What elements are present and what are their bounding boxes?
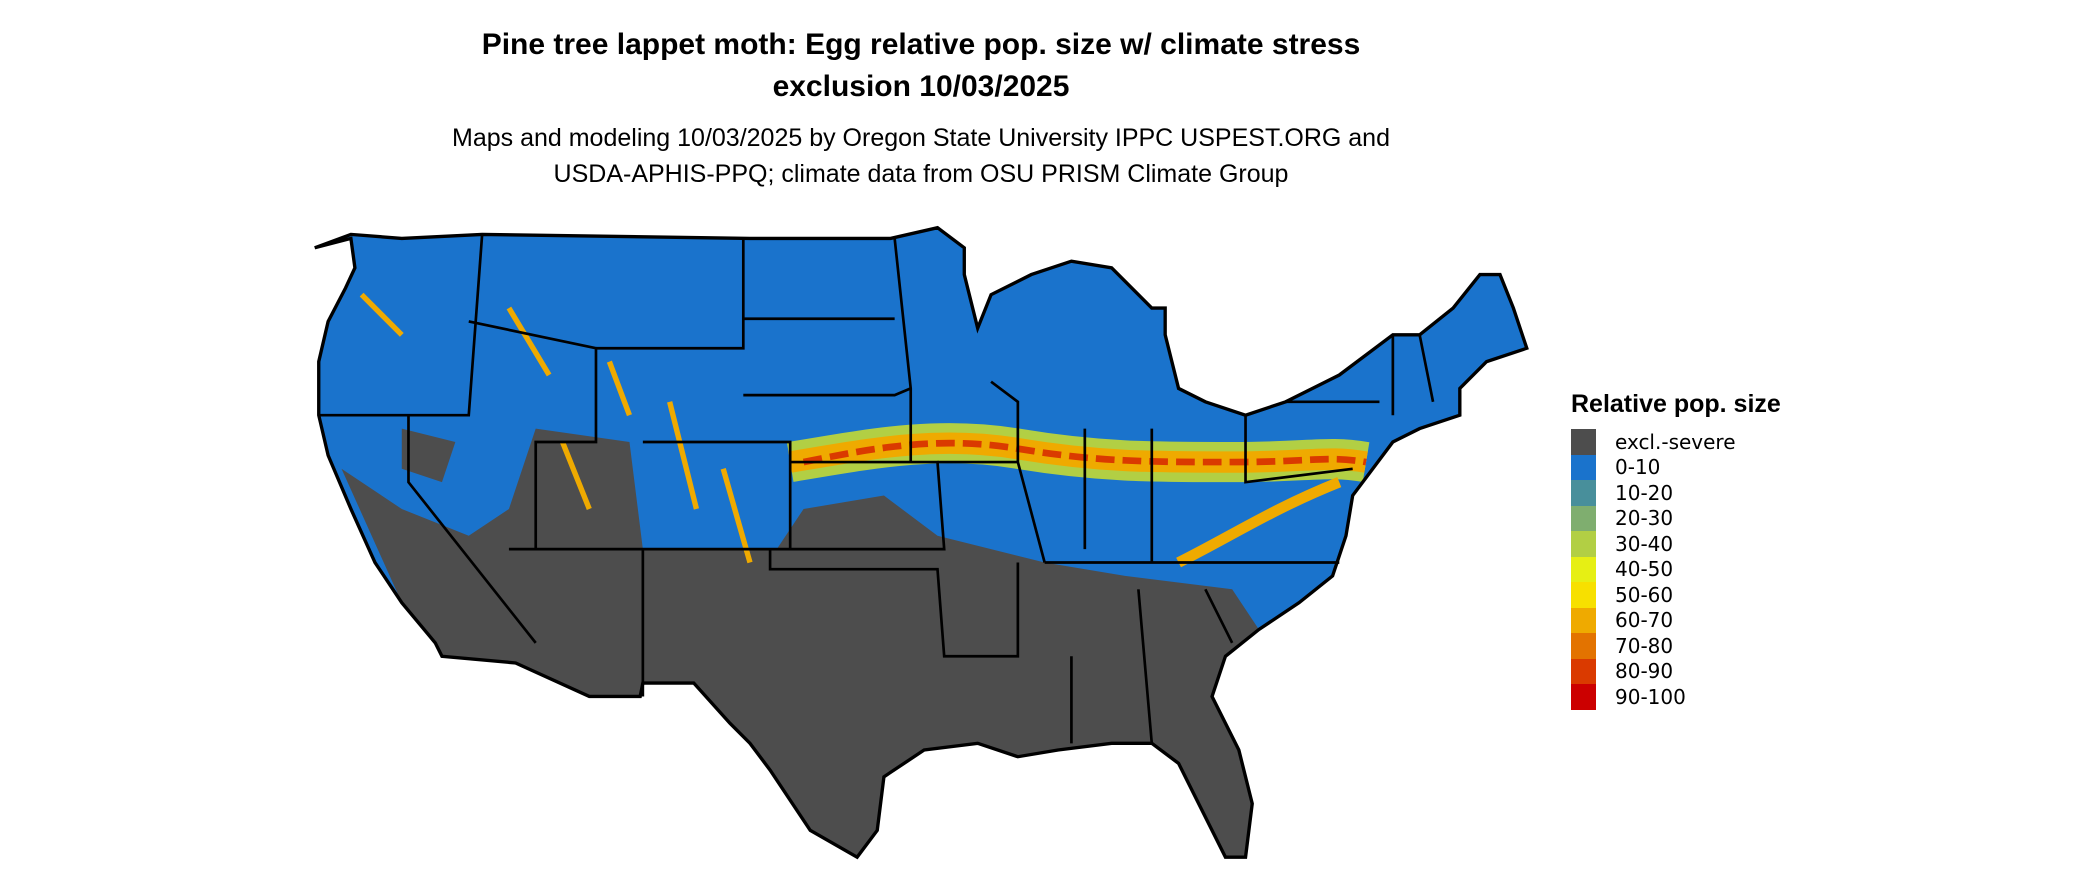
legend-swatch	[1571, 582, 1596, 608]
legend-label: 60-70	[1615, 608, 1674, 633]
legend-swatch	[1571, 684, 1596, 710]
legend-item: 0-10	[1571, 454, 1781, 480]
legend: Relative pop. size excl.-severe 0-10 10-20…	[1571, 390, 1781, 710]
legend-label: 40-50	[1615, 557, 1674, 582]
legend-label: 0-10	[1615, 455, 1661, 480]
band-80-90	[802, 439, 1367, 466]
map-fill	[314, 227, 1527, 858]
legend-label: 10-20	[1615, 480, 1674, 505]
legend-item: 70-80	[1571, 633, 1781, 659]
legend-label: 90-100	[1615, 684, 1686, 709]
region-excl-severe-ca	[401, 428, 456, 483]
band-western-mountains	[359, 292, 753, 564]
legend-swatch	[1571, 658, 1596, 684]
legend-swatch	[1571, 429, 1596, 455]
legend-swatch	[1571, 556, 1596, 582]
legend-item: 50-60	[1571, 582, 1781, 608]
legend-label: 20-30	[1615, 506, 1674, 531]
legend-item: 30-40	[1571, 531, 1781, 557]
legend-swatch	[1571, 633, 1596, 659]
legend-title: Relative pop. size	[1571, 390, 1781, 418]
legend-label: 30-40	[1615, 531, 1674, 556]
state-borders	[318, 234, 1435, 744]
legend-item: excl.-severe	[1571, 429, 1781, 455]
map-subtitle-line1: Maps and modeling 10/03/2025 by Oregon S…	[452, 124, 1390, 152]
legend-swatch	[1571, 531, 1596, 557]
legend-items: excl.-severe 0-10 10-20 20-30 30-40 40-50 50-6…	[1571, 429, 1781, 710]
map-subtitle-line2: USDA-APHIS-PPQ; climate data from OSU PR…	[553, 160, 1289, 188]
map-title-line2: exclusion 10/03/2025	[772, 70, 1070, 103]
legend-item: 90-100	[1571, 684, 1781, 710]
legend-swatch	[1571, 607, 1596, 633]
legend-item: 20-30	[1571, 505, 1781, 531]
legend-label: 70-80	[1615, 633, 1674, 658]
legend-item: 80-90	[1571, 658, 1781, 684]
legend-swatch	[1571, 505, 1596, 531]
legend-item: 10-20	[1571, 480, 1781, 506]
legend-item: 40-50	[1571, 556, 1781, 582]
legend-label: 80-90	[1615, 659, 1674, 684]
legend-label: excl.-severe	[1615, 429, 1736, 454]
legend-swatch	[1571, 480, 1596, 506]
legend-item: 60-70	[1571, 607, 1781, 633]
legend-label: 50-60	[1615, 582, 1674, 607]
legend-swatch	[1571, 454, 1596, 480]
map-title-line1: Pine tree lappet moth: Egg relative pop.…	[481, 28, 1361, 61]
band-appalachian	[1176, 477, 1342, 568]
